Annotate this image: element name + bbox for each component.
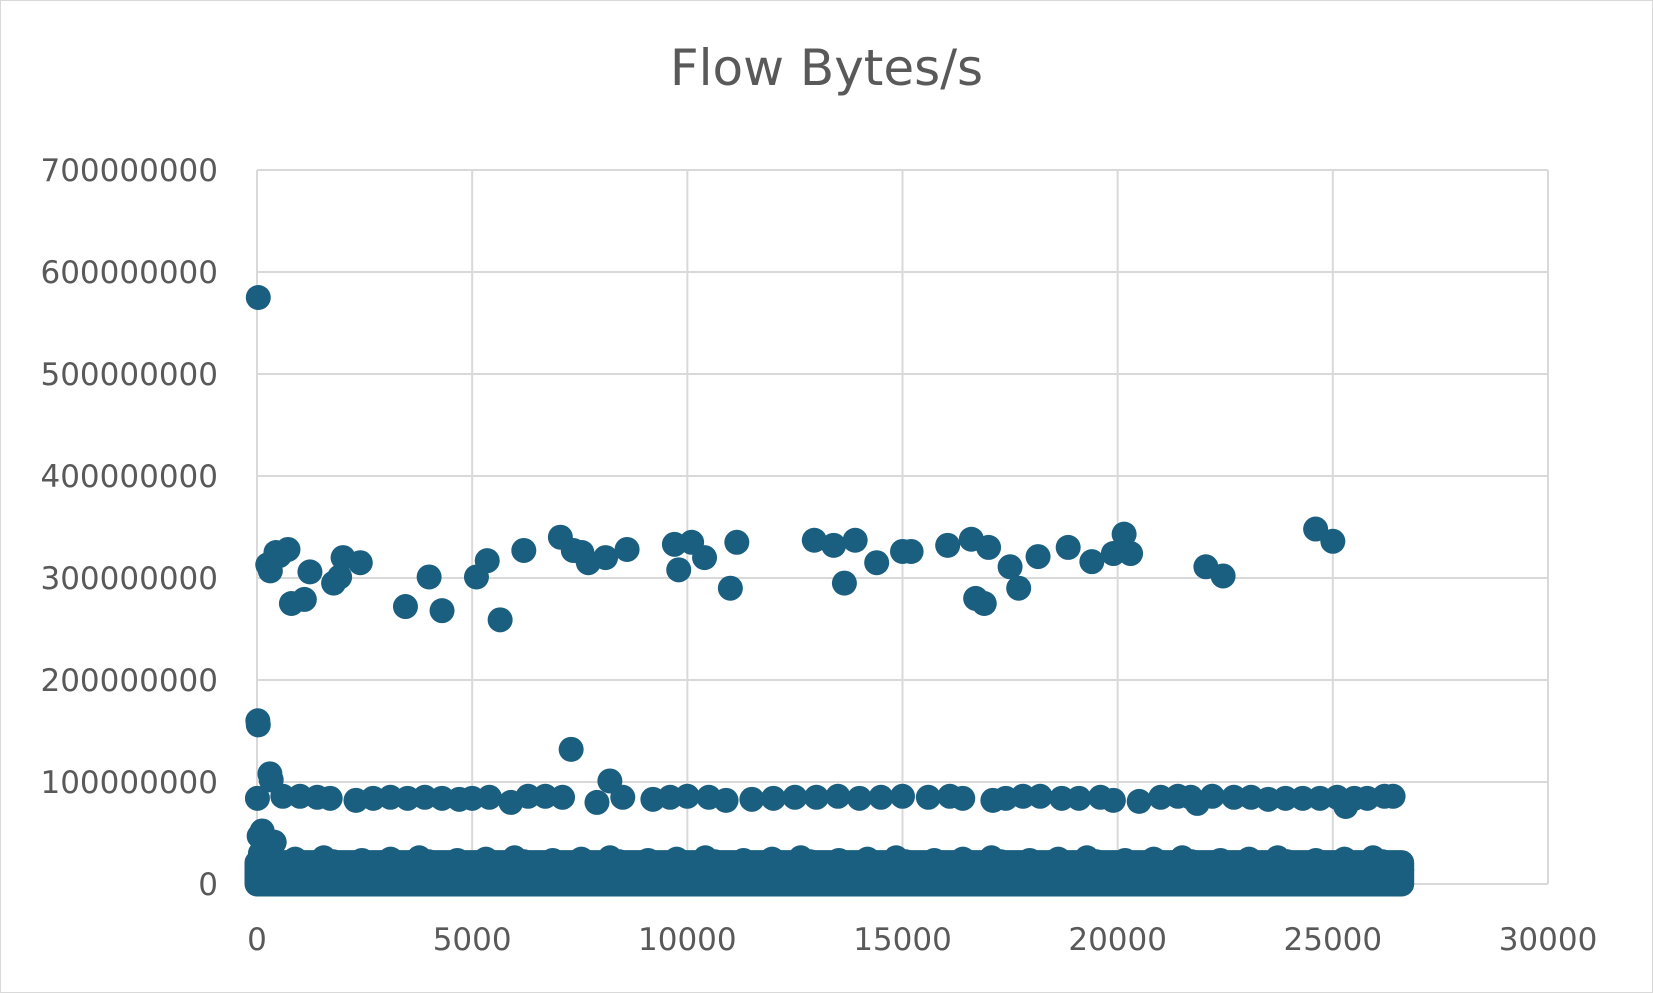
data-point (1118, 541, 1144, 567)
y-tick-label: 700000000 (40, 153, 218, 189)
data-point (614, 536, 640, 562)
data-point (1100, 787, 1126, 813)
data-point (558, 736, 584, 762)
x-tick-label: 5000 (433, 922, 512, 958)
data-point (760, 785, 786, 811)
chart-title: Flow Bytes/s (669, 39, 984, 97)
data-point (915, 784, 941, 810)
data-point (275, 536, 301, 562)
data-points (244, 285, 1406, 866)
grid-lines (256, 169, 1549, 885)
x-tick-label: 15000 (853, 922, 952, 958)
data-point (717, 575, 743, 601)
data-point (1210, 563, 1236, 589)
x-tick-label: 0 (247, 922, 267, 958)
data-point (724, 529, 750, 555)
data-point (1272, 785, 1298, 811)
data-point (593, 545, 619, 571)
data-point (890, 783, 915, 809)
y-tick-label: 600000000 (40, 255, 218, 291)
data-point (825, 783, 851, 809)
data-point (1079, 549, 1105, 575)
data-point (898, 538, 924, 564)
data-point (476, 784, 502, 810)
data-point (821, 532, 847, 558)
data-point (327, 564, 353, 590)
data-point (1066, 785, 1092, 811)
data-point (245, 285, 271, 310)
data-point (842, 527, 868, 553)
data-point (584, 789, 610, 815)
data-point (550, 784, 576, 810)
data-point (950, 785, 976, 811)
data-point (317, 785, 343, 811)
y-tick-label: 300000000 (40, 561, 218, 597)
data-point (511, 537, 537, 563)
data-point (244, 785, 270, 811)
data-point (803, 784, 829, 810)
data-point (610, 784, 636, 810)
x-tick-label: 30000 (1499, 922, 1598, 958)
data-point (868, 784, 894, 810)
data-point (270, 783, 296, 809)
dense-point (1389, 857, 1415, 883)
data-point (1006, 575, 1032, 601)
data-point (739, 786, 765, 812)
data-point (1380, 783, 1406, 809)
data-point (935, 532, 961, 558)
y-tick-label: 400000000 (40, 459, 218, 495)
data-point (692, 545, 718, 571)
data-point (846, 785, 872, 811)
data-point (474, 548, 500, 574)
data-point (971, 591, 997, 616)
x-axis-ticks: 0 5000 10000 15000 20000 25000 30000 (247, 922, 1597, 958)
data-point (347, 550, 373, 576)
data-point (1055, 534, 1081, 560)
y-tick-label: 100000000 (40, 765, 218, 801)
data-point (1049, 785, 1075, 811)
x-tick-label: 10000 (638, 922, 737, 958)
data-point (297, 559, 323, 585)
data-point (864, 550, 890, 576)
y-tick-label: 500000000 (40, 357, 218, 393)
x-tick-label: 20000 (1068, 922, 1167, 958)
data-point (515, 783, 541, 809)
data-point (487, 607, 513, 633)
data-point (713, 787, 739, 813)
data-point (416, 564, 442, 590)
data-point (245, 712, 271, 738)
data-point (1025, 544, 1051, 570)
y-tick-label: 0 (198, 867, 218, 903)
data-point (1290, 785, 1316, 811)
data-point (997, 554, 1023, 580)
data-point (1320, 528, 1346, 554)
data-point (247, 840, 273, 866)
data-point (1111, 521, 1137, 547)
data-point (666, 557, 692, 583)
data-point (1027, 783, 1053, 809)
data-point (1010, 783, 1036, 809)
data-point (801, 527, 827, 553)
data-point (1221, 784, 1247, 810)
data-point (1199, 783, 1225, 809)
data-point (976, 534, 1002, 560)
y-tick-label: 200000000 (40, 663, 218, 699)
data-point (831, 570, 857, 596)
data-point (392, 594, 418, 620)
data-point (1126, 788, 1152, 814)
data-point (429, 598, 455, 624)
data-point (674, 783, 700, 809)
dense-points-band (244, 845, 1415, 897)
data-point (782, 784, 808, 810)
data-point (291, 586, 317, 612)
x-tick-label: 25000 (1284, 922, 1383, 958)
y-axis-ticks: 0 100000000 200000000 300000000 400000000 500… (40, 153, 218, 903)
data-point (1100, 541, 1126, 567)
